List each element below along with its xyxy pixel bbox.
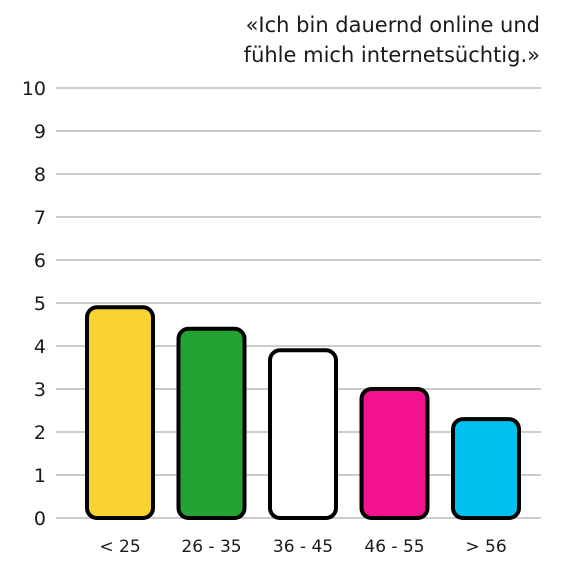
bar-2 (176, 326, 247, 520)
bar-3 (268, 348, 338, 520)
y-tick-label: 2 (34, 422, 46, 444)
y-tick-label: 6 (34, 250, 46, 272)
y-tick-label: 4 (34, 336, 46, 358)
y-tick-label: 0 (34, 508, 46, 530)
bar-5 (451, 417, 521, 521)
y-tick-label: 5 (34, 293, 46, 315)
chart-title-line-2: fühle mich internetsüchtig.» (244, 43, 540, 67)
bars (85, 305, 521, 521)
x-axis-category-labels: < 25 26 - 35 36 - 45 46 - 55 > 56 (99, 537, 506, 557)
x-category-label: 46 - 55 (364, 537, 424, 557)
chart-title: «Ich bin dauernd online und fühle mich i… (244, 13, 540, 67)
bar-4 (359, 387, 430, 520)
y-tick-label: 3 (34, 379, 46, 401)
y-tick-label: 8 (34, 164, 46, 186)
x-category-label: > 56 (465, 537, 506, 557)
x-category-label: 26 - 35 (181, 537, 241, 557)
y-tick-label: 10 (22, 78, 46, 100)
bar-1 (85, 305, 155, 520)
x-category-label: 36 - 45 (273, 537, 333, 557)
y-tick-label: 7 (34, 207, 46, 229)
y-tick-label: 1 (34, 465, 46, 487)
chart-title-line-1: «Ich bin dauernd online und (246, 13, 540, 37)
y-tick-label: 9 (34, 121, 46, 143)
y-axis-tick-labels: 0 1 2 3 4 5 6 7 8 9 10 (22, 78, 46, 530)
x-category-label: < 25 (99, 537, 140, 557)
